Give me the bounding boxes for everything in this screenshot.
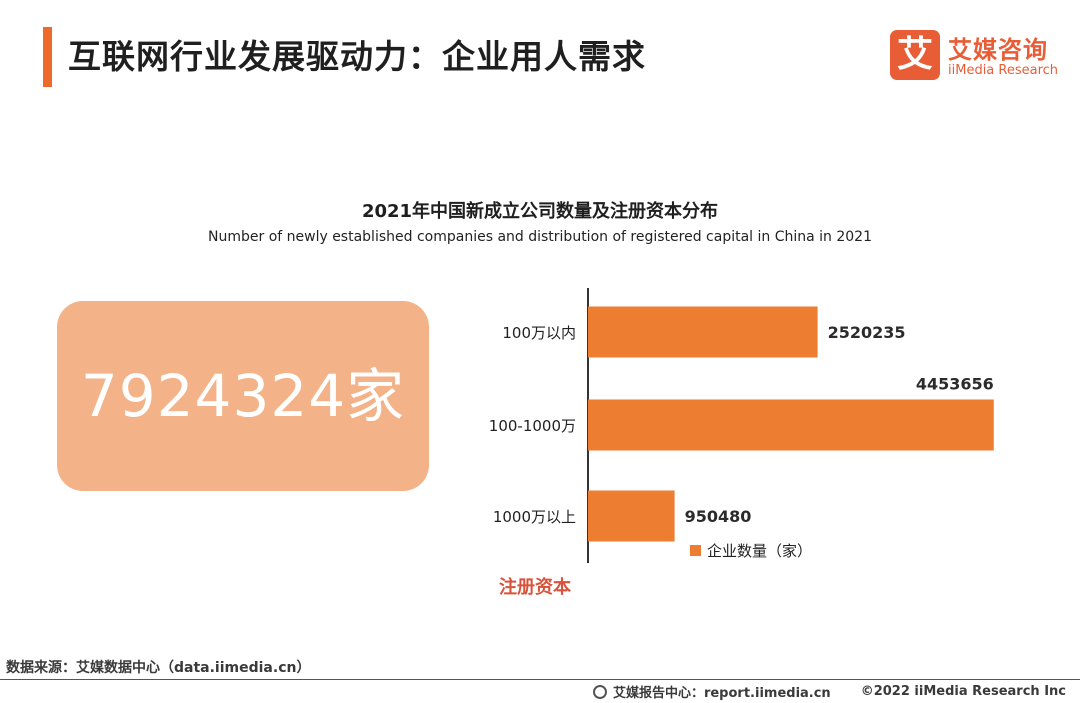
bar bbox=[588, 306, 818, 358]
page-title: 互联网行业发展驱动力：企业用人需求 bbox=[68, 37, 646, 76]
chart-subtitle: Number of newly established companies an… bbox=[208, 229, 872, 245]
bar-chart: 100万以内 2520235 100-1000万 4453656 1000万以上 9504… bbox=[489, 288, 994, 563]
bar bbox=[588, 399, 994, 451]
title-accent-bar bbox=[43, 27, 52, 87]
data-label: 2520235 bbox=[828, 323, 906, 342]
logo-text-cn: 艾媒咨询 bbox=[948, 36, 1048, 64]
category-label: 1000万以上 bbox=[493, 508, 576, 526]
category-label: 100万以内 bbox=[502, 324, 576, 342]
legend-label: 企业数量（家） bbox=[707, 542, 813, 560]
chart-title: 2021年中国新成立公司数量及注册资本分布 bbox=[361, 201, 719, 222]
data-source: 数据来源：艾媒数据中心（data.iimedia.cn） bbox=[6, 660, 311, 676]
logo-mark: 艾 bbox=[890, 30, 940, 80]
data-label: 4453656 bbox=[916, 375, 994, 394]
report-link[interactable]: 艾媒报告中心：report.iimedia.cn bbox=[612, 686, 831, 701]
logo-text-en: iiMedia Research bbox=[948, 63, 1059, 78]
data-label: 950480 bbox=[685, 507, 752, 526]
iimedia-logo: 艾 艾媒咨询 iiMedia Research bbox=[890, 30, 1070, 82]
category-label: 100-1000万 bbox=[489, 417, 576, 435]
y-axis-title: 注册资本 bbox=[499, 577, 571, 598]
bar bbox=[588, 490, 675, 542]
chart-legend: 企业数量（家） bbox=[690, 540, 812, 561]
legend-swatch bbox=[690, 545, 701, 556]
copyright: ©2022 iiMedia Research Inc bbox=[860, 684, 1066, 699]
footer-divider bbox=[0, 679, 1080, 680]
globe-icon bbox=[592, 684, 607, 699]
total-count-box: 7924324家 bbox=[57, 301, 429, 491]
footer-right: 艾媒报告中心：report.iimedia.cn ©2022 iiMedia R… bbox=[592, 682, 1066, 701]
